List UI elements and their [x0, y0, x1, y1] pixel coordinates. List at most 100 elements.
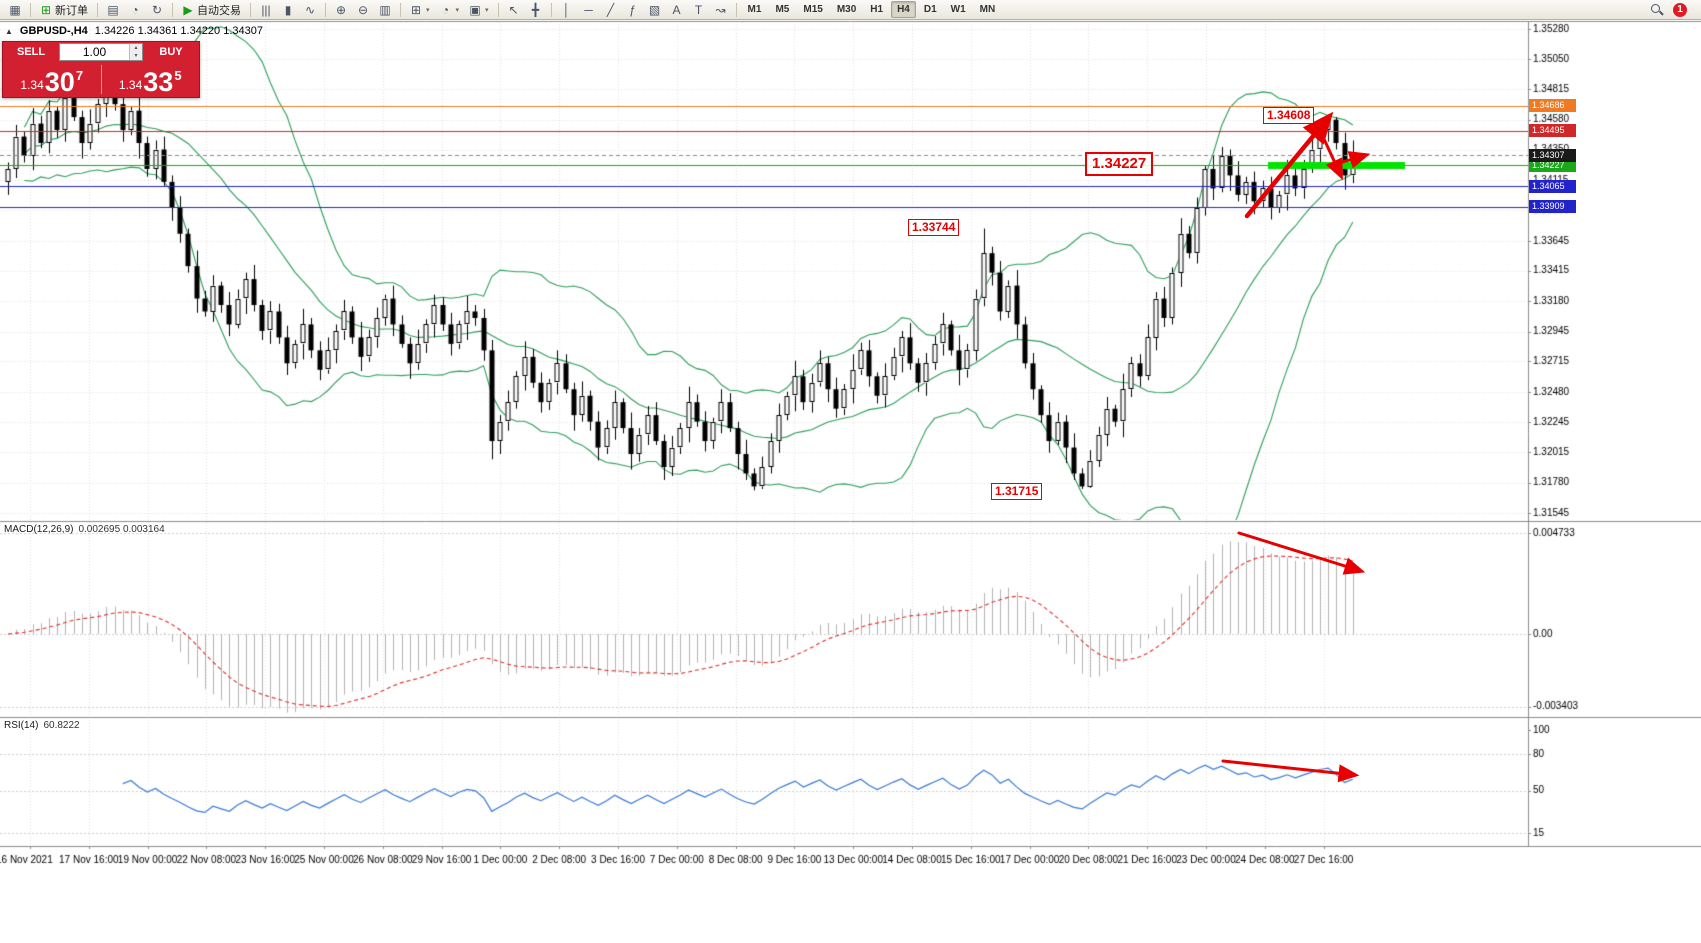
fibonacci-tool[interactable]: ƒ	[623, 1, 643, 18]
alert-icon[interactable]: ◔	[125, 1, 145, 18]
toolbar-separator	[735, 2, 737, 17]
new-order-button[interactable]: ⊞ 新订单	[36, 1, 92, 18]
chevron-down-icon: ▾	[426, 6, 430, 14]
price-note-1-31715[interactable]: 1.31715	[991, 483, 1043, 500]
horizontal-line-tool[interactable]: ─	[579, 1, 599, 18]
chart-window-icon: ▦	[9, 2, 21, 17]
zoom-out-icon[interactable]: ⊖	[353, 1, 373, 18]
autotrading-button[interactable]: ▶ 自动交易	[178, 1, 245, 18]
volume-up-button[interactable]: ▴	[130, 44, 142, 52]
timeframe-mn[interactable]: MN	[979, 4, 996, 15]
timeframe-h1[interactable]: H1	[870, 4, 884, 15]
search-icon[interactable]	[1650, 3, 1663, 16]
horizontal-line-icon: ─	[584, 2, 593, 17]
text-tool[interactable]: A	[667, 1, 687, 18]
period-icon: ◔	[441, 2, 450, 17]
macd-values: 0.002695 0.003164	[78, 524, 165, 535]
trendline-tool[interactable]: ╱	[601, 1, 621, 18]
rsi-value: 60.8222	[43, 720, 80, 731]
timeframe-m15[interactable]: M15	[803, 4, 823, 15]
shapes-icon: ▧	[648, 2, 661, 17]
sell-price-big: 30	[44, 67, 75, 97]
trade-widget-header: SELL 1.00 ▴ ▾ BUY	[3, 42, 199, 62]
vertical-line-icon: │	[562, 2, 571, 17]
trade-widget-prices: 1.34 30 7 1.34 33 5	[3, 62, 199, 97]
price-note-1-33744[interactable]: 1.33744	[908, 219, 960, 236]
timeframe-m1[interactable]: M1	[747, 4, 762, 15]
tile-windows-icon: ▥	[379, 2, 391, 17]
text-icon: A	[672, 2, 681, 17]
buy-price-button[interactable]: 1.34 33 5	[102, 62, 200, 97]
timeframe-h4[interactable]: H4	[891, 1, 916, 18]
alert-icon: ◔	[131, 2, 139, 17]
toolbar-separator	[325, 2, 326, 17]
symbol-ohlc: 1.34226 1.34361 1.34220 1.34307	[94, 25, 263, 37]
macd-indicator-label: MACD(12,26,9) 0.002695 0.003164	[4, 524, 165, 535]
tile-windows-icon[interactable]: ▥	[375, 1, 395, 18]
zoom-in-icon[interactable]: ⊕	[331, 1, 351, 18]
sell-caption: SELL	[16, 46, 46, 58]
line-chart-icon[interactable]: ∿	[300, 1, 320, 18]
period-dropdown[interactable]: ◔ ▾	[436, 1, 464, 18]
volume-down-button[interactable]: ▾	[130, 52, 142, 60]
refresh-icon: ↻	[151, 2, 163, 17]
timeframe-m5[interactable]: M5	[775, 4, 790, 15]
chevron-down-icon: ▾	[485, 6, 489, 14]
shapes-tool[interactable]: ▧	[645, 1, 665, 18]
autotrading-icon: ▶	[183, 2, 193, 17]
template-dropdown[interactable]: ▣ ▾	[465, 1, 493, 18]
notification-badge[interactable]: 1	[1673, 2, 1687, 17]
buy-caption: BUY	[159, 46, 183, 58]
toolbar-separator	[250, 2, 251, 17]
sell-price-sup: 7	[75, 68, 84, 83]
new-chart-dropdown[interactable]: ⊞ ▾	[406, 1, 434, 18]
candlestick-chart-icon: ▮	[284, 2, 292, 17]
vertical-line-tool[interactable]: │	[557, 1, 577, 18]
toolbar-separator	[172, 2, 173, 17]
price-note-1-34608[interactable]: 1.34608	[1263, 107, 1315, 124]
rsi-indicator-label: RSI(14) 60.8222	[4, 720, 80, 731]
sell-price-button[interactable]: 1.34 30 7	[3, 62, 101, 97]
buy-price-big: 33	[143, 67, 174, 97]
volume-stepper[interactable]: 1.00 ▴ ▾	[59, 43, 143, 61]
cursor-tool[interactable]: ↖	[504, 1, 524, 18]
arrows-tool[interactable]: ↝	[711, 1, 731, 18]
expand-icon[interactable]: ▲	[5, 26, 13, 36]
cursor-icon: ↖	[508, 2, 519, 17]
chart-window-icon[interactable]: ▦	[5, 1, 25, 18]
macd-name: MACD(12,26,9)	[4, 524, 74, 535]
label-icon: T	[694, 2, 703, 17]
volume-value[interactable]: 1.00	[82, 45, 107, 59]
toolbar-separator	[30, 2, 31, 17]
rsi-name: RSI(14)	[4, 720, 39, 731]
volume-spin-buttons: ▴ ▾	[129, 44, 142, 60]
label-tool[interactable]: T	[689, 1, 709, 18]
timeframe-d1[interactable]: D1	[923, 4, 937, 15]
bars-chart-icon[interactable]: |||	[256, 1, 276, 18]
timeframe-m30[interactable]: M30	[836, 4, 857, 15]
crosshair-tool[interactable]: ╋	[526, 1, 546, 18]
zoom-out-icon: ⊖	[357, 2, 369, 17]
toolbar-separator	[97, 2, 98, 17]
new-order-icon: ⊞	[40, 2, 52, 17]
crosshair-icon: ╋	[531, 2, 540, 17]
toolbar-separator	[550, 2, 552, 17]
charts-grid-icon[interactable]: ▤	[103, 1, 123, 18]
bars-chart-icon: |||	[261, 2, 271, 17]
refresh-icon[interactable]: ↻	[147, 1, 167, 18]
candlestick-chart-icon[interactable]: ▮	[278, 1, 298, 18]
buy-price-sup: 5	[174, 68, 182, 83]
price-note-1-34227[interactable]: 1.34227	[1085, 152, 1154, 176]
toolbar-separator	[497, 2, 499, 17]
symbol-info: ▲ GBPUSD-,H4 1.34226 1.34361 1.34220 1.3…	[5, 25, 263, 37]
line-chart-icon: ∿	[304, 2, 316, 17]
zoom-in-icon: ⊕	[335, 2, 347, 17]
new-chart-icon: ⊞	[410, 2, 422, 17]
timeframe-w1[interactable]: W1	[950, 4, 966, 15]
symbol-title: GBPUSD-,H4	[19, 25, 88, 37]
trade-widget-divider	[100, 65, 102, 94]
new-order-button-label: 新订单	[55, 4, 88, 17]
autotrading-button-label: 自动交易	[197, 4, 241, 17]
template-icon: ▣	[469, 2, 481, 17]
